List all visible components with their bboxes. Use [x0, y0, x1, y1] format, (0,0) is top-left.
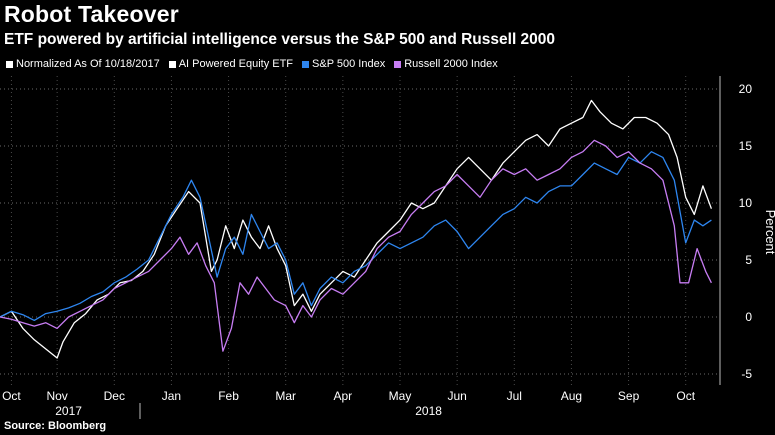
legend: Normalized As Of 10/18/2017 AI Powered E…: [6, 58, 507, 70]
x-tick-label: Jan: [162, 389, 181, 403]
x-tick-label: Nov: [46, 389, 67, 403]
legend-label-russell2000: Russell 2000 Index: [404, 58, 498, 70]
legend-swatch-sp500: [302, 60, 310, 68]
legend-item-sp500: S&P 500 Index: [302, 58, 385, 70]
y-tick-label: 10: [739, 196, 753, 210]
x-tick-label: Apr: [334, 389, 353, 403]
series-line-1: [0, 151, 712, 322]
legend-note: Normalized As Of 10/18/2017: [6, 58, 160, 70]
y-tick-label: 0: [745, 310, 752, 324]
y-axis-title: Percent: [763, 210, 775, 255]
x-tick-label: Mar: [275, 389, 296, 403]
chart-subtitle: ETF powered by artificial intelligence v…: [4, 31, 556, 48]
legend-swatch-russell2000: [394, 60, 402, 68]
year-label: 2018: [415, 404, 442, 418]
x-tick-label: Aug: [561, 389, 582, 403]
x-tick-label: Jun: [447, 389, 466, 403]
x-tick-label: Jul: [507, 389, 522, 403]
x-tick-label: Dec: [104, 389, 125, 403]
series-line-2: [0, 139, 712, 352]
legend-note-swatch: [6, 60, 13, 68]
y-tick-label: 20: [739, 82, 753, 96]
chart-title: Robot Takeover: [4, 1, 179, 27]
x-tick-label: May: [389, 389, 412, 403]
y-tick-label: 5: [745, 253, 752, 267]
series-line-0: [0, 99, 713, 359]
legend-label-sp500: S&P 500 Index: [312, 58, 386, 70]
source-note: Source: Bloomberg: [4, 420, 107, 432]
legend-label-ai-etf: AI Powered Equity ETF: [178, 58, 294, 70]
x-tick-label: Oct: [676, 389, 695, 403]
legend-note-label: Normalized As Of 10/18/2017: [16, 58, 160, 70]
year-label: 2017: [55, 404, 82, 418]
x-tick-label: Feb: [218, 389, 239, 403]
x-tick-label: Sep: [618, 389, 640, 403]
x-tick-label: Oct: [2, 389, 21, 403]
y-tick-label: -5: [741, 367, 752, 381]
legend-item-russell2000: Russell 2000 Index: [394, 58, 498, 70]
legend-item-ai-etf: AI Powered Equity ETF: [168, 58, 294, 70]
y-tick-label: 15: [739, 139, 753, 153]
legend-swatch-ai-etf: [168, 60, 176, 68]
